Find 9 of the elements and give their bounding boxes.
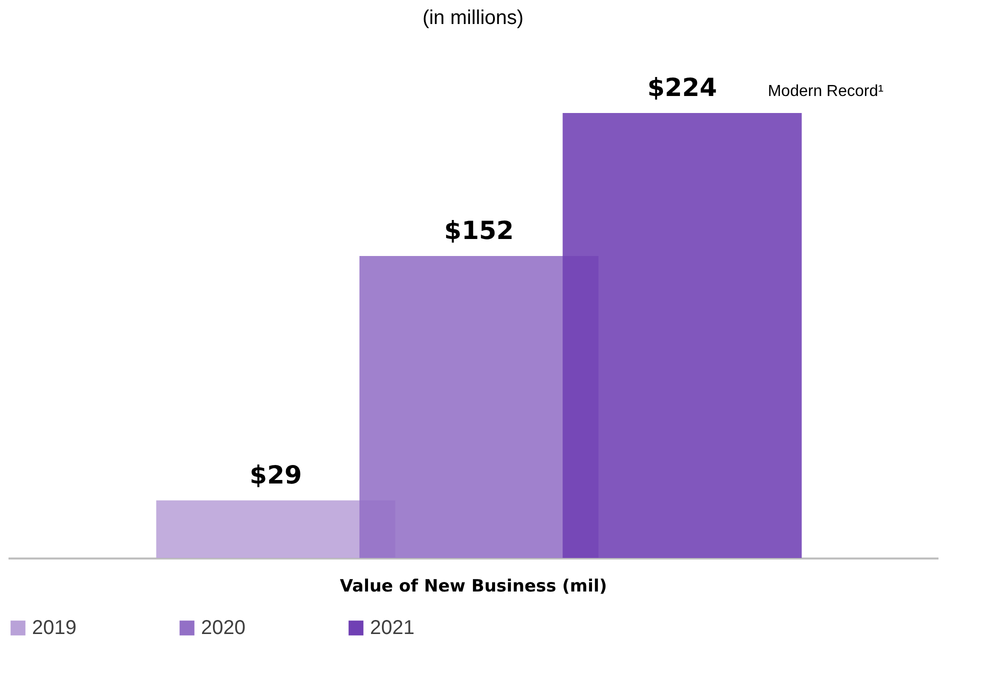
data-label: $224 — [647, 73, 717, 102]
legend-label: 2020 — [201, 617, 246, 639]
legend-label: 2019 — [32, 617, 76, 639]
data-label: $152 — [444, 216, 514, 246]
data-label: $29 — [250, 460, 302, 490]
text: Modern Record¹ — [768, 83, 884, 100]
chart-title: (in millions) — [422, 7, 524, 29]
x-axis-title: Value of New Business (mil) — [340, 576, 608, 596]
legend-label: 2021 — [370, 617, 414, 639]
